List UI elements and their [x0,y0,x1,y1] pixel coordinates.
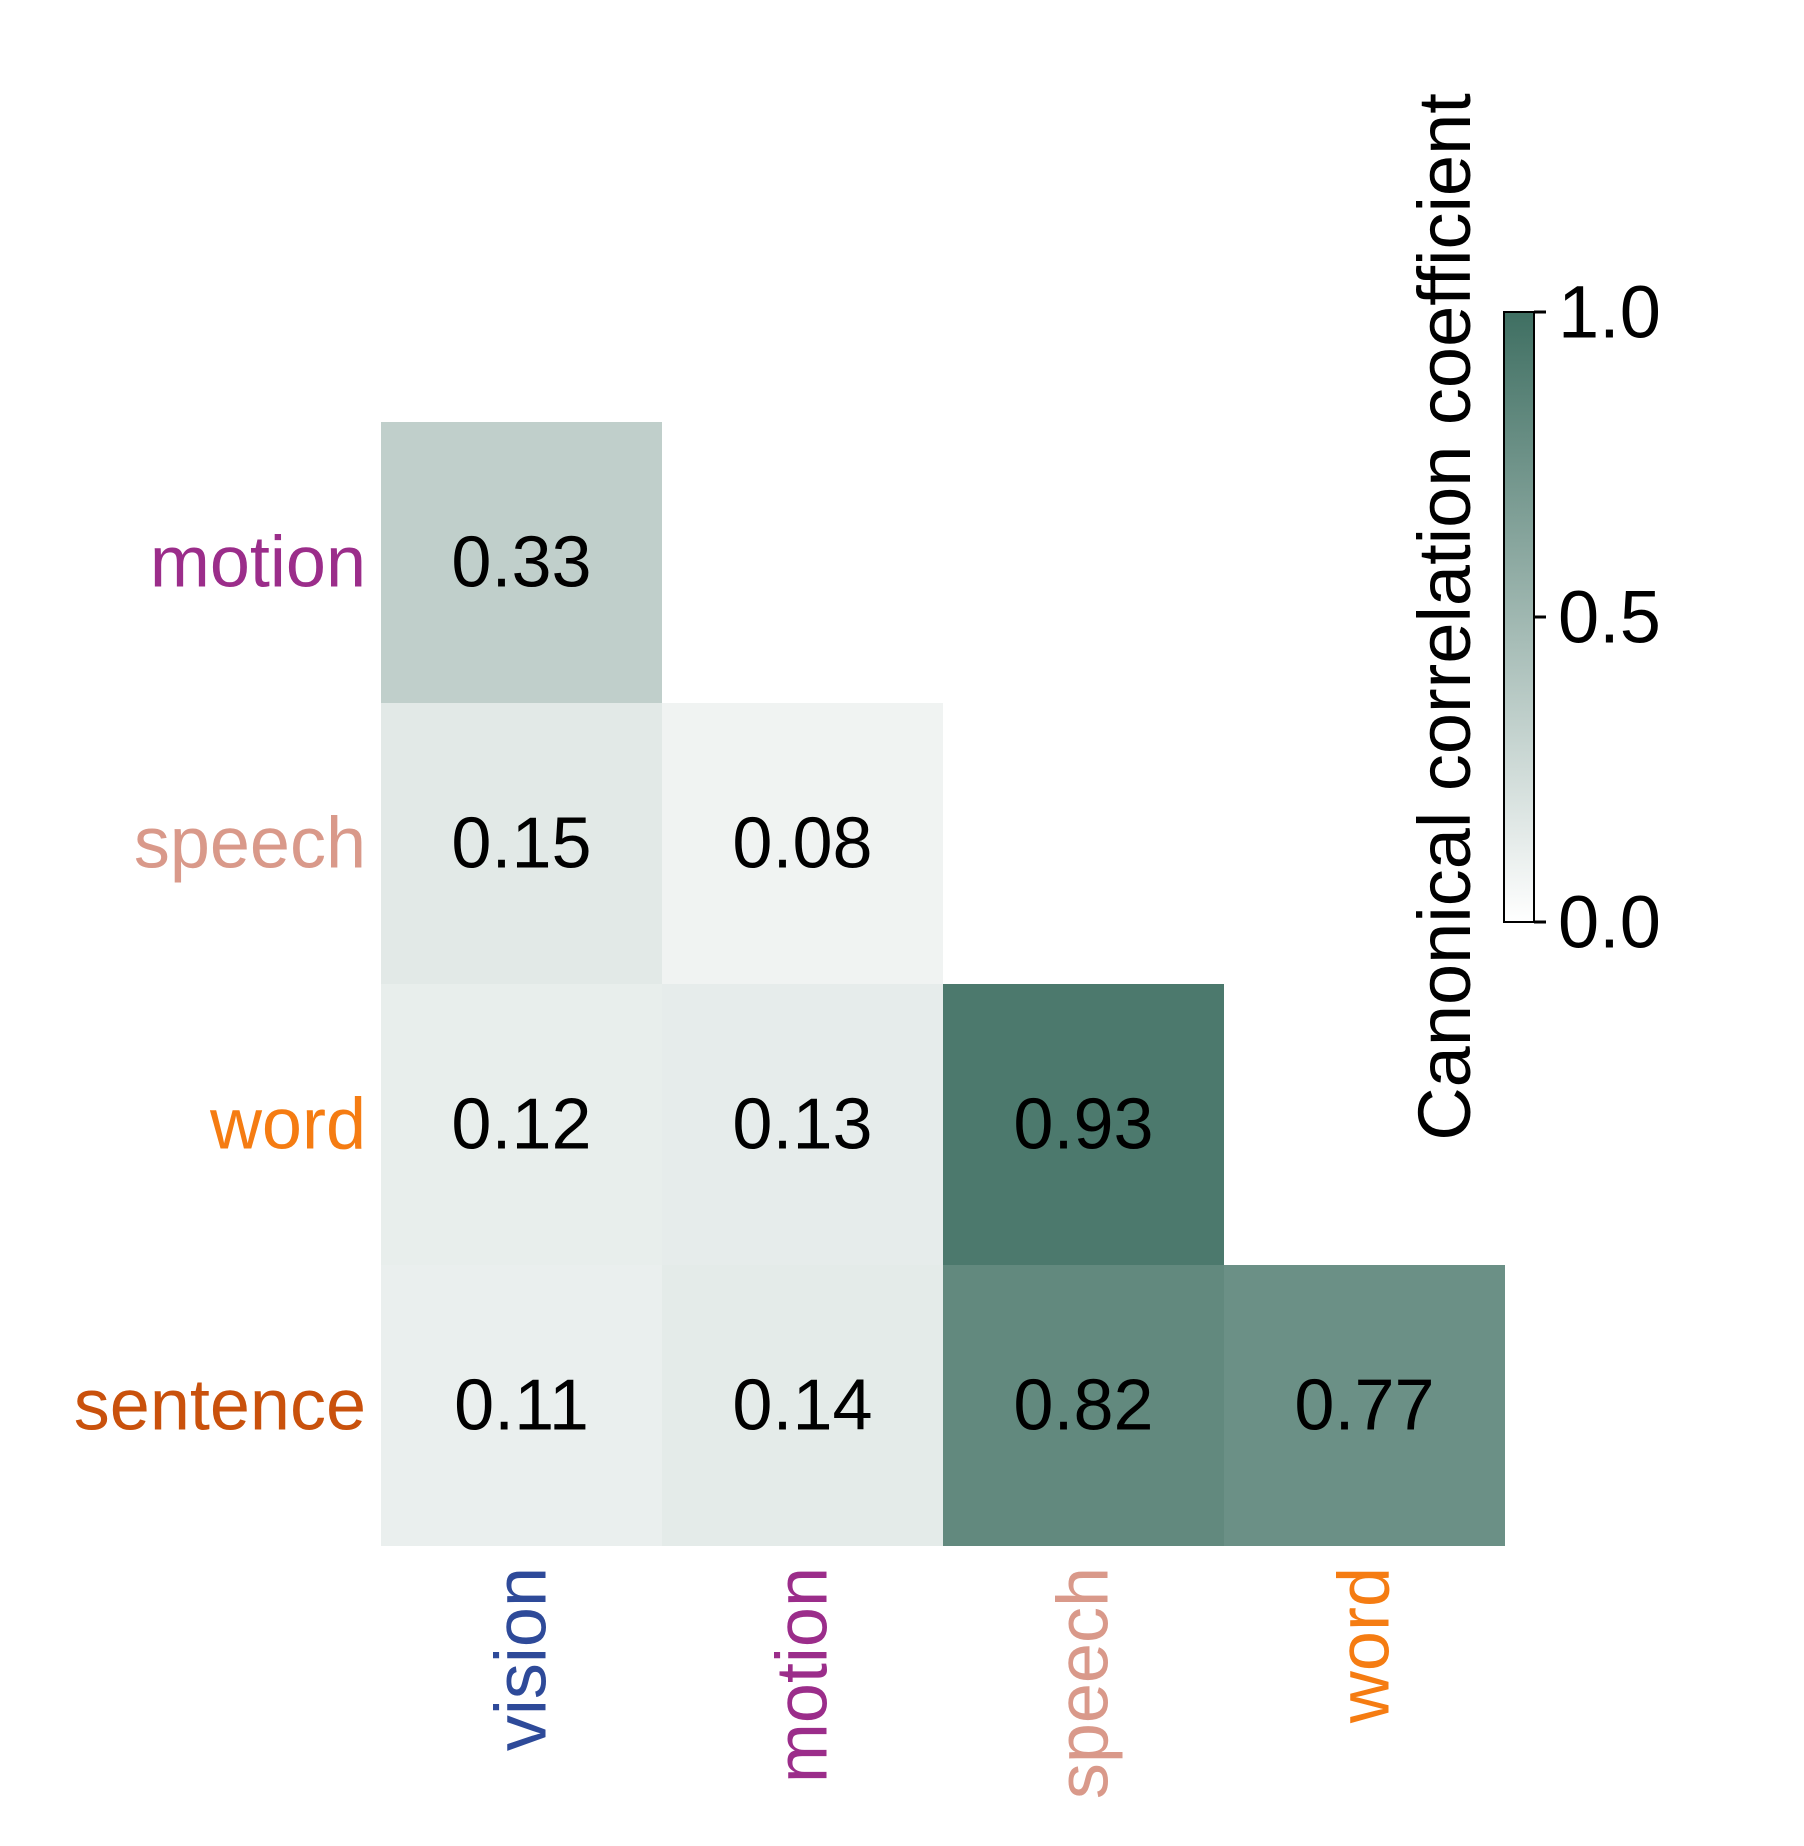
heatmap-cells: 0.33 0.15 0.08 0.12 0.13 0.93 0.11 0.14 0.82 0.77 [381,422,1505,1546]
cell-value-label: 0.93 [1013,1085,1153,1165]
row-label-word: word [209,1085,366,1165]
heatmap-cell-motion-vision [381,422,662,703]
cell-value-label: 0.14 [732,1366,872,1446]
colorbar-tick-label: 0.5 [1558,576,1661,659]
row-label-sentence: sentence [74,1366,366,1446]
cell-value-label: 0.13 [732,1085,872,1165]
heatmap-cell-sentence-motion [662,1265,943,1546]
cell-value-label: 0.77 [1294,1366,1434,1446]
column-labels: vision motion speech word [482,1567,1405,1799]
colorbar-title: Canonical correlation coefficient [1403,93,1486,1141]
heatmap-cell-word-speech [943,984,1224,1265]
cell-value-label: 0.12 [451,1085,591,1165]
row-labels: motion speech word sentence [74,523,366,1446]
cell-value-label: 0.11 [454,1366,589,1446]
colorbar-ticks: 0.0 0.5 1.0 [1534,271,1661,964]
cell-value-label: 0.82 [1013,1366,1153,1446]
row-label-speech: speech [134,804,366,884]
column-label-motion: motion [763,1567,843,1783]
heatmap-cell-sentence-vision [381,1265,662,1546]
cell-value-label: 0.08 [732,804,872,884]
colorbar: 0.0 0.5 1.0 Canonical correlation coeffici… [1403,93,1661,1141]
colorbar-tick-label: 1.0 [1558,271,1661,354]
heatmap-cell-word-vision [381,984,662,1265]
heatmap-cell-sentence-word [1224,1265,1505,1546]
heatmap-cell-speech-motion [662,703,943,984]
heatmap-cell-word-motion [662,984,943,1265]
colorbar-tick-label: 0.0 [1558,881,1661,964]
column-label-word: word [1325,1567,1405,1724]
heatmap-cell-sentence-speech [943,1265,1224,1546]
heatmap-cell-speech-vision [381,703,662,984]
column-label-vision: vision [482,1567,562,1751]
cell-value-label: 0.33 [451,523,591,603]
row-label-motion: motion [150,523,366,603]
colorbar-gradient [1503,311,1535,923]
column-label-speech: speech [1044,1567,1124,1799]
cell-value-label: 0.15 [451,804,591,884]
